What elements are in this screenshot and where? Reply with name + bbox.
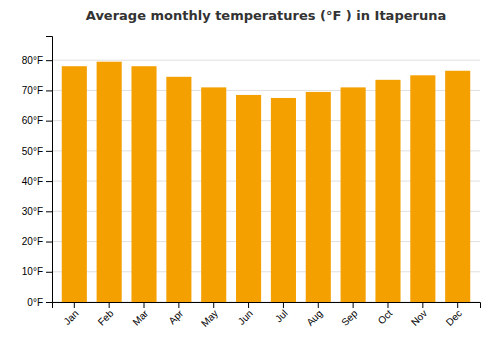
x-tick: Sep: [339, 302, 360, 328]
x-tick: Dec: [444, 302, 464, 328]
y-tick: 40°F: [22, 176, 52, 187]
x-tick-mark: [178, 302, 179, 308]
y-tick: 60°F: [22, 115, 52, 126]
y-tick-label: 70°F: [22, 85, 43, 96]
plot-area: 0°F 10°F 20°F 30°F 40°F 50°F 60°F 70°F 80°F Jan Fe…: [22, 37, 481, 329]
x-tick: Mar: [130, 302, 150, 328]
x-tick: Feb: [96, 302, 116, 328]
y-tick-mark: [46, 90, 52, 91]
y-tick-label: 30°F: [22, 206, 43, 217]
x-tick-mark: [422, 302, 423, 308]
grid: [52, 60, 480, 302]
x-axis-line: [53, 303, 481, 309]
x-tick: Jan: [61, 302, 80, 327]
x-axis: Jan Feb Mar Apr May Jun Jul Aug Sep Oct Nov Dec: [53, 302, 481, 329]
bar: [166, 77, 191, 302]
bar: [201, 87, 226, 302]
x-tick-label: Jun: [236, 308, 255, 327]
x-tick-mark: [109, 302, 110, 308]
bar: [341, 87, 366, 302]
bar: [445, 71, 470, 302]
bar: [375, 80, 400, 302]
x-tick-mark: [74, 302, 75, 308]
x-tick-mark: [283, 302, 284, 308]
x-tick: Oct: [376, 302, 395, 326]
bar: [236, 95, 261, 302]
x-tick-label: Nov: [409, 308, 429, 328]
x-tick-label: Aug: [304, 308, 324, 328]
y-tick-mark: [46, 242, 52, 243]
y-tick: 30°F: [22, 206, 52, 217]
x-tick: Aug: [304, 302, 324, 328]
y-tick-label: 50°F: [22, 146, 43, 157]
y-tick: 80°F: [22, 55, 52, 66]
x-tick-label: Jul: [273, 308, 290, 325]
title: Average monthly temperatures (°F ) in It…: [86, 8, 446, 23]
y-tick-mark: [46, 151, 52, 152]
x-tick-label: May: [199, 308, 220, 329]
x-tick: Apr: [166, 302, 185, 326]
y-axis: 0°F 10°F 20°F 30°F 40°F 50°F 60°F 70°F 80°F: [22, 37, 53, 308]
x-tick-label: Sep: [339, 307, 360, 328]
x-tick-label: Mar: [130, 307, 150, 327]
bar: [62, 66, 87, 302]
x-tick-mark: [318, 302, 319, 308]
x-tick-label: Jan: [61, 308, 80, 327]
x-tick: Jul: [273, 302, 290, 324]
chart: 0°F 10°F 20°F 30°F 40°F 50°F 60°F 70°F 80°F Jan Fe…: [0, 0, 500, 350]
y-tick-mark: [46, 302, 52, 303]
bar: [97, 62, 122, 302]
bar: [306, 92, 331, 302]
y-tick-label: 10°F: [22, 266, 43, 277]
x-tick: May: [199, 302, 220, 329]
y-tick-mark: [46, 121, 52, 122]
x-tick-mark: [144, 302, 145, 308]
y-tick: 0°F: [27, 297, 52, 308]
grid-line: [52, 60, 480, 61]
x-tick-label: Oct: [376, 308, 395, 327]
y-tick-label: 40°F: [22, 176, 43, 187]
y-tick: 20°F: [22, 236, 52, 247]
y-tick: 10°F: [22, 266, 52, 277]
y-tick-mark: [46, 211, 52, 212]
y-tick: 50°F: [22, 146, 52, 157]
y-tick: 70°F: [22, 85, 52, 96]
x-tick-label: Dec: [444, 308, 464, 328]
y-tick-mark: [46, 60, 52, 61]
y-tick-mark: [46, 272, 52, 273]
x-tick: Nov: [409, 302, 429, 328]
x-tick-label: Apr: [166, 307, 185, 326]
y-tick-label: 80°F: [22, 55, 43, 66]
bar: [271, 98, 296, 302]
x-tick-label: Feb: [96, 307, 116, 327]
bar: [410, 75, 435, 302]
x-tick-mark: [457, 302, 458, 308]
y-tick-label: 60°F: [22, 115, 43, 126]
y-tick-label: 20°F: [22, 236, 43, 247]
x-tick-mark: [353, 302, 354, 308]
bars: [62, 62, 470, 302]
x-tick-mark: [213, 302, 214, 308]
x-tick: Jun: [236, 302, 255, 327]
bar: [131, 66, 156, 302]
x-tick-mark: [248, 302, 249, 308]
y-tick-mark: [46, 181, 52, 182]
x-tick-mark: [387, 302, 388, 308]
y-tick-label: 0°F: [27, 297, 43, 308]
y-axis-line: [46, 37, 53, 303]
